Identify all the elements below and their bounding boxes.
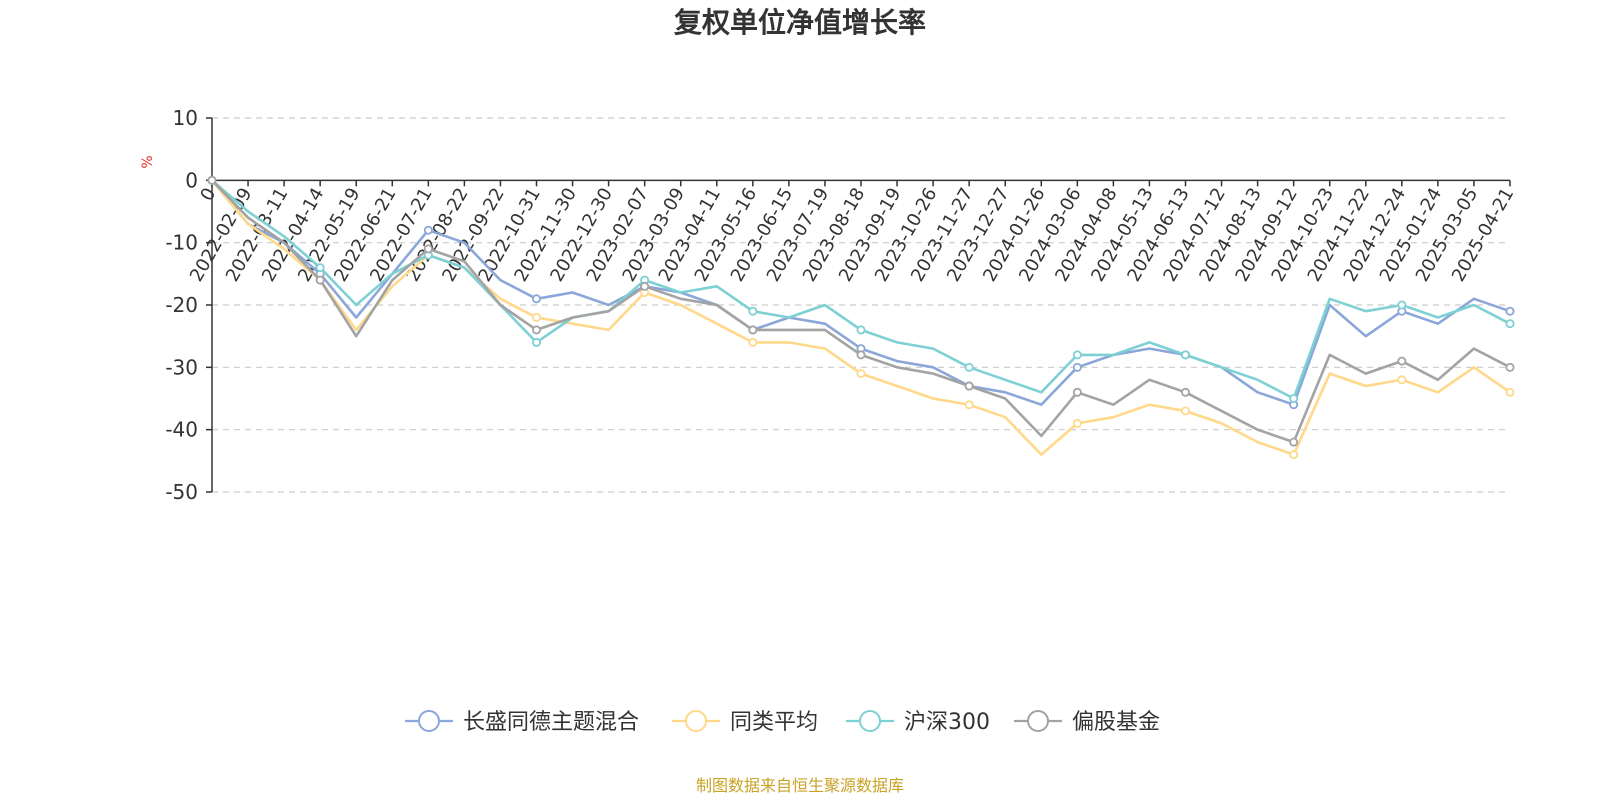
legend-marker bbox=[685, 710, 707, 732]
series-point bbox=[423, 225, 433, 235]
series-point bbox=[964, 362, 974, 372]
series-point bbox=[207, 175, 217, 185]
y-tick-label: -10 bbox=[165, 231, 198, 255]
series-point bbox=[1072, 350, 1082, 360]
source-note: 制图数据来自恒生聚源数据库 bbox=[696, 776, 904, 795]
y-tick-label: 0 bbox=[185, 168, 198, 192]
series-point bbox=[1397, 375, 1407, 385]
series-group bbox=[207, 175, 1515, 447]
legend-item[interactable]: 偏股基金 bbox=[1014, 710, 1160, 735]
chart-title: 复权单位净值增长率 bbox=[674, 6, 926, 39]
y-tick-labels: 10 0 -10 -20 -30 -40 -50 bbox=[165, 106, 198, 504]
series-point bbox=[1505, 306, 1515, 316]
series-point bbox=[532, 312, 542, 322]
series-point bbox=[1289, 450, 1299, 460]
y-tick-label: -20 bbox=[165, 293, 198, 317]
y-axis-unit: % bbox=[140, 155, 156, 168]
series-point bbox=[532, 325, 542, 335]
series-point bbox=[1397, 356, 1407, 366]
series-point bbox=[1181, 387, 1191, 397]
series-point bbox=[532, 294, 542, 304]
legend-marker bbox=[418, 710, 440, 732]
legend-label: 长盛同德主题混合 bbox=[463, 710, 639, 735]
series-point bbox=[1072, 362, 1082, 372]
series-point bbox=[1072, 418, 1082, 428]
series-point bbox=[315, 263, 325, 273]
series-point bbox=[1505, 319, 1515, 329]
series-point bbox=[964, 381, 974, 391]
series-group bbox=[207, 175, 1515, 403]
series-point bbox=[1289, 437, 1299, 447]
legend-marker bbox=[859, 710, 881, 732]
series-point bbox=[748, 306, 758, 316]
series-point bbox=[1397, 300, 1407, 310]
legend[interactable]: 长盛同德主题混合 同类平均 沪深300 偏股基金 bbox=[405, 710, 1160, 735]
legend-marker bbox=[1027, 710, 1049, 732]
series-point bbox=[748, 325, 758, 335]
series-lines bbox=[207, 175, 1515, 460]
series-point bbox=[532, 337, 542, 347]
series-point bbox=[1181, 406, 1191, 416]
series-point bbox=[964, 400, 974, 410]
series-point bbox=[423, 244, 433, 254]
series-point bbox=[315, 275, 325, 285]
x-tick-labels: 02022-02-092022-03-112022-04-142022-05-1… bbox=[186, 184, 1518, 285]
grid-lines bbox=[212, 117, 1510, 493]
series-point bbox=[1072, 387, 1082, 397]
legend-item[interactable]: 沪深300 bbox=[846, 710, 990, 735]
series-point bbox=[856, 325, 866, 335]
legend-label: 沪深300 bbox=[904, 710, 990, 735]
series-point bbox=[1505, 362, 1515, 372]
y-tick-label: -50 bbox=[165, 480, 198, 504]
legend-label: 同类平均 bbox=[730, 710, 818, 735]
series-point bbox=[1505, 387, 1515, 397]
legend-item[interactable]: 长盛同德主题混合 bbox=[405, 710, 639, 735]
series-point bbox=[640, 281, 650, 291]
series-point bbox=[856, 350, 866, 360]
series-point bbox=[1289, 393, 1299, 403]
y-tick-label: -30 bbox=[165, 355, 198, 379]
y-tick-label: 10 bbox=[173, 106, 198, 130]
series-point bbox=[748, 337, 758, 347]
legend-item[interactable]: 同类平均 bbox=[672, 710, 818, 735]
series-point bbox=[856, 369, 866, 379]
y-tick-label: -40 bbox=[165, 418, 198, 442]
legend-label: 偏股基金 bbox=[1072, 710, 1160, 735]
series-point bbox=[1181, 350, 1191, 360]
